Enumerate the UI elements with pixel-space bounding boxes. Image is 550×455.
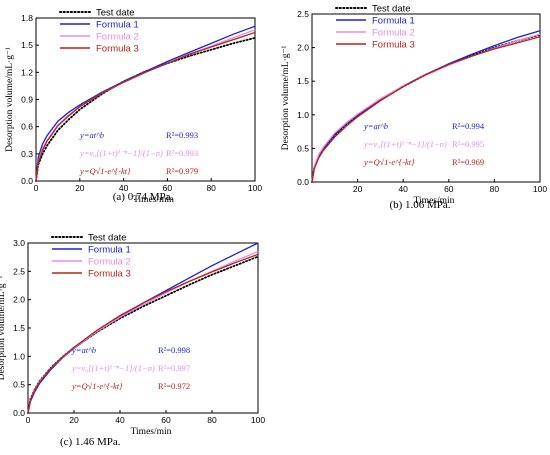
fit-formula-formula1: y=at^b — [79, 130, 104, 140]
legend-label-test: Test date — [372, 4, 411, 15]
series-line-formula2 — [35, 29, 256, 182]
series-line-formula3 — [311, 36, 541, 183]
fit-r2-formula1: R²=0.998 — [158, 345, 190, 355]
y-tick-label: 2.5 — [13, 266, 25, 276]
x-tick-label: 60 — [444, 184, 454, 194]
x-tick-label: 20 — [69, 415, 79, 425]
legend-label-formula2: Formula 2 — [372, 28, 415, 39]
fit-r2-formula2: R²=0.995 — [452, 139, 484, 149]
fit-formula-formula1: y=at^b — [363, 121, 388, 131]
fit-r2-formula2: R²=0.993 — [166, 148, 198, 158]
fit-r2-formula1: R²=0.994 — [452, 121, 485, 131]
x-tick-label: 80 — [207, 415, 217, 425]
legend-label-formula3: Formula 3 — [96, 44, 139, 55]
x-tick-label: 20 — [353, 184, 363, 194]
y-tick-label: 1.0 — [13, 351, 25, 361]
fit-formula-formula3: y=Q√1-e^{-kt} — [363, 157, 415, 167]
y-tick-label: 1.2 — [21, 67, 33, 77]
fit-formula-formula2: y=v₀[(1+t)¹⁻ⁿ−1]/(1−n) — [363, 139, 447, 149]
fit-r2-formula3: R²=0.972 — [158, 381, 190, 391]
fit-r2-formula2: R²=0.997 — [158, 363, 190, 373]
series-line-formula1 — [27, 242, 259, 414]
series-line-formula2 — [311, 33, 541, 183]
fit-formula-formula2: y=v₀[(1+t)¹⁻ⁿ−1]/(1−n) — [71, 363, 155, 373]
y-tick-label: 0.0 — [297, 177, 309, 187]
fit-formula-formula3: y=Q√1-e^{-kt} — [71, 381, 123, 391]
y-tick-label: 2.0 — [297, 43, 309, 53]
series-line-formula2 — [27, 250, 259, 414]
y-axis-label: Desorption volume/mL·g⁻¹ — [5, 47, 15, 152]
fit-formula-formula1: y=at^b — [71, 345, 96, 355]
legend-label-formula2: Formula 2 — [88, 257, 131, 268]
series-line-test — [35, 37, 256, 182]
fit-formula-formula2: y=v₀[(1+t)¹⁻ⁿ−1]/(1−n) — [79, 148, 163, 158]
y-tick-label: 2.0 — [13, 295, 25, 305]
y-tick-label: 3.0 — [13, 238, 25, 248]
x-tick-label: 80 — [206, 183, 216, 193]
chart-panel-a: 0.0 0.3 0.6 0.9 1.2 1.5 1.8 0 20 40 60 80 100 Times/m… — [5, 8, 262, 206]
y-tick-label: 2.5 — [297, 9, 309, 19]
fit-r2-formula1: R²=0.993 — [166, 130, 198, 140]
series-line-formula3 — [35, 31, 256, 182]
x-tick-label: 100 — [251, 415, 265, 425]
legend-label-formula3: Formula 3 — [88, 269, 131, 280]
series-line-test — [311, 33, 541, 183]
x-tick-label: 100 — [533, 184, 547, 194]
y-axis-label: Desorption volume/mL·g⁻¹ — [281, 46, 291, 151]
panel-caption: (a) 0.74 MPa. — [113, 191, 174, 203]
y-tick-label: 1.5 — [21, 40, 33, 50]
y-tick-label: 1.5 — [297, 76, 309, 86]
series-line-formula1 — [311, 30, 541, 183]
x-tick-label: 40 — [398, 184, 408, 194]
y-tick-label: 0.9 — [21, 95, 33, 105]
plot-frame — [311, 13, 541, 183]
chart-panel-b: 0.0 0.5 1.0 1.5 2.0 2.5 20 40 60 80 100 Times/min De… — [281, 4, 547, 212]
x-tick-label: 0 — [34, 183, 39, 193]
x-axis-label: Times/min — [131, 427, 172, 437]
x-tick-label: 60 — [161, 415, 171, 425]
y-tick-label: 0.0 — [21, 176, 33, 186]
y-tick-label: 1.8 — [21, 13, 33, 23]
legend-label-formula1: Formula 1 — [372, 16, 415, 27]
legend-label-test: Test date — [96, 8, 135, 19]
x-tick-label: 20 — [75, 183, 85, 193]
y-tick-label: 1.0 — [297, 110, 309, 120]
series-line-formula1 — [35, 25, 256, 182]
chart-panel-c: 0.0 0.5 1.0 1.5 2.0 2.5 3.0 0 20 40 60 80 100 Times/m… — [0, 233, 265, 449]
y-axis-label: Desorption volume/mL·g⁻¹ — [0, 276, 7, 381]
y-tick-label: 1.5 — [13, 323, 25, 333]
x-tick-label: 0 — [26, 415, 31, 425]
y-tick-label: 0.0 — [13, 408, 25, 418]
x-axis-label: Times/min — [414, 196, 455, 206]
legend-label-formula3: Formula 3 — [372, 40, 415, 51]
x-tick-label: 60 — [163, 183, 173, 193]
x-tick-label: 80 — [490, 184, 500, 194]
series-line-test — [27, 255, 259, 414]
series-line-formula3 — [27, 253, 259, 414]
panel-caption: (c) 1.46 MPa. — [60, 436, 121, 448]
legend-label-formula2: Formula 2 — [96, 32, 139, 43]
x-tick-label: 40 — [115, 415, 125, 425]
x-tick-label: 40 — [119, 183, 129, 193]
y-tick-label: 0.3 — [21, 149, 33, 159]
panel-caption: (b) 1.06 MPa. — [389, 199, 450, 211]
legend-label-formula1: Formula 1 — [96, 20, 139, 31]
plot-frame — [27, 242, 259, 414]
x-axis-label: Times/min — [133, 195, 174, 205]
y-tick-label: 0.6 — [21, 122, 33, 132]
fit-formula-formula3: y=Q√1-e^{-kt} — [79, 166, 131, 176]
fit-r2-formula3: R²=0.969 — [452, 157, 484, 167]
legend-label-test: Test date — [88, 233, 127, 244]
x-tick-label: 100 — [248, 183, 262, 193]
y-tick-label: 0.5 — [13, 380, 25, 390]
legend-label-formula1: Formula 1 — [88, 245, 131, 256]
y-tick-label: 0.5 — [297, 143, 309, 153]
fit-r2-formula3: R²=0.979 — [166, 166, 198, 176]
